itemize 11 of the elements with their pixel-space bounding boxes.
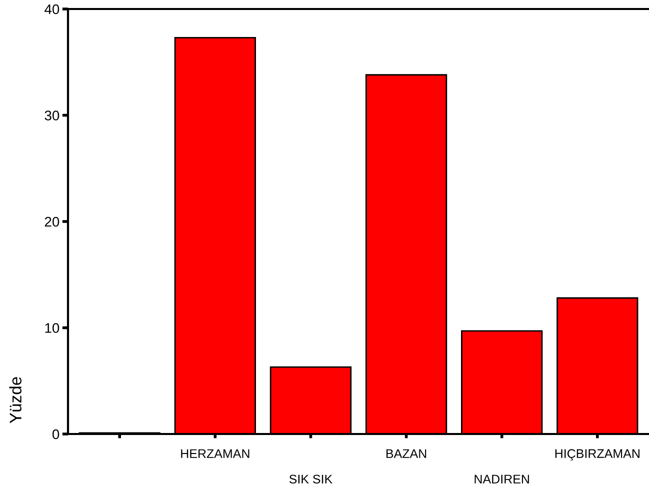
- x-tick-label: BAZAN: [386, 449, 426, 458]
- y-axis-title: Yüzde: [9, 377, 22, 424]
- x-tick-label: HERZAMAN: [181, 449, 250, 458]
- x-tick-label: NADIREN: [474, 474, 529, 484]
- x-tick-label: SIK SIK: [289, 474, 332, 484]
- y-tick-label: 10: [45, 323, 60, 333]
- y-tick-label: 30: [44, 110, 60, 120]
- x-tick-label: HIÇBIRZAMAN: [555, 449, 640, 461]
- y-tick-label: 40: [44, 4, 60, 14]
- y-tick-label: 20: [44, 216, 60, 227]
- y-tick-label: 0: [52, 429, 60, 440]
